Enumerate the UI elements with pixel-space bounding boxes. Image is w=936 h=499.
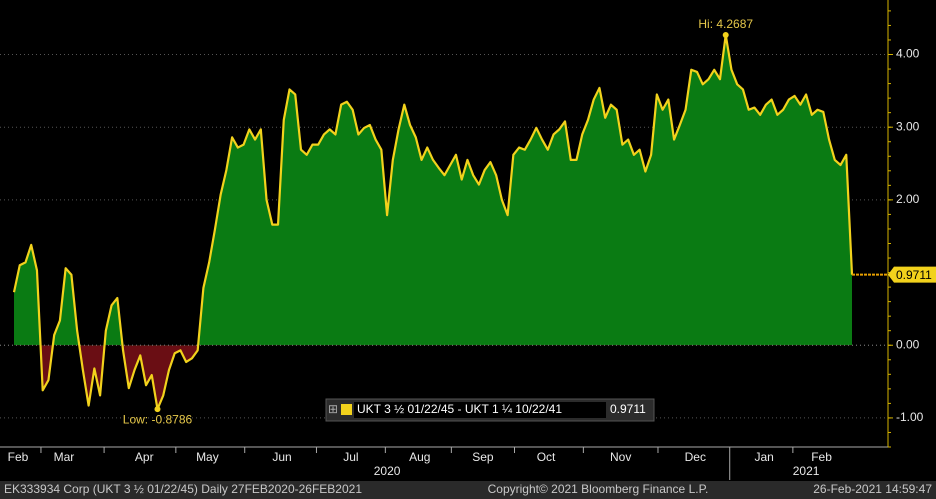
legend-swatch (341, 404, 352, 415)
y-tick-label: 0.00 (896, 337, 920, 351)
footer-security: EK333934 Corp (UKT 3 ½ 01/22/45) Daily 2… (4, 482, 362, 496)
y-tick-label: 4.00 (896, 47, 920, 61)
x-tick-label: Feb (811, 450, 832, 464)
x-tick-label: Jun (272, 450, 291, 464)
y-tick-label: -1.00 (896, 410, 924, 424)
x-tick-label: Aug (409, 450, 430, 464)
last-value-label: 0.9711 (896, 268, 932, 282)
x-tick-label: Dec (685, 450, 706, 464)
low-label: Low: -0.8786 (123, 412, 193, 426)
x-tick-label: Oct (537, 450, 556, 464)
legend-toggle: ⊞ (328, 402, 338, 416)
low-marker (154, 406, 161, 413)
x-tick-label: Jan (754, 450, 773, 464)
legend-value: 0.9711 (610, 402, 646, 416)
footer-bar (0, 481, 936, 499)
footer-copyright: Copyright© 2021 Bloomberg Finance L.P. (488, 482, 709, 496)
x-tick-label: Nov (610, 450, 631, 464)
year-label: 2021 (793, 464, 820, 478)
high-marker (722, 31, 729, 38)
legend-name: UKT 3 ½ 01/22/45 - UKT 1 ¼ 10/22/41 (357, 402, 562, 416)
legend: ⊞ UKT 3 ½ 01/22/45 - UKT 1 ¼ 10/22/41 0.97… (325, 398, 655, 422)
last-value-tag (888, 266, 936, 283)
legend-name-bg (354, 402, 606, 418)
line (12, 33, 854, 411)
high-label: Hi: 4.2687 (698, 17, 753, 31)
area-positive (14, 34, 852, 346)
y-tick-label: 2.00 (896, 192, 920, 206)
footer-timestamp: 26-Feb-2021 14:59:47 (813, 482, 932, 496)
year-label: 2020 (374, 464, 401, 478)
x-tick-label: Feb (8, 450, 29, 464)
area-negative (14, 345, 852, 410)
x-tick-label: Mar (54, 450, 75, 464)
y-tick-label: 3.00 (896, 119, 920, 133)
x-tick-label: Apr (135, 450, 154, 464)
x-tick-label: Sep (472, 450, 494, 464)
x-tick-label: Jul (343, 450, 358, 464)
x-tick-label: May (196, 450, 219, 464)
